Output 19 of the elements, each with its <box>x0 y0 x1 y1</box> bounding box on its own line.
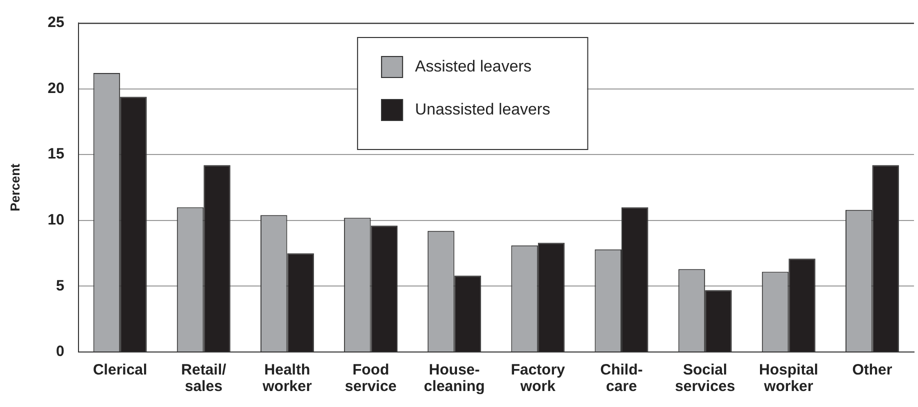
x-tick-label: Factory work <box>510 361 566 395</box>
y-tick-label: 10 <box>48 212 64 229</box>
y-axis-title: Percent <box>7 162 22 212</box>
legend-label: Assisted leavers <box>415 58 532 76</box>
y-tick-label: 15 <box>48 146 64 163</box>
x-tick-label: House- cleaning <box>424 361 485 395</box>
y-tick-label: 20 <box>48 80 64 97</box>
x-tick-label: Retail/ sales <box>181 361 227 395</box>
y-tick-label: 25 <box>48 14 64 32</box>
x-tick-label: Child- care <box>600 361 643 395</box>
x-tick-label: Hospital worker <box>759 361 818 395</box>
x-tick-label: Clerical <box>92 361 148 378</box>
x-tick-label: Food service <box>344 361 397 395</box>
x-tick-label: Social services <box>675 361 736 395</box>
legend-label: Unassisted leavers <box>415 101 550 118</box>
x-tick-label: Other <box>852 361 892 378</box>
y-tick-label: 5 <box>56 277 64 294</box>
x-tick-label: Health worker <box>262 361 312 395</box>
y-tick-label: 0 <box>56 343 64 360</box>
